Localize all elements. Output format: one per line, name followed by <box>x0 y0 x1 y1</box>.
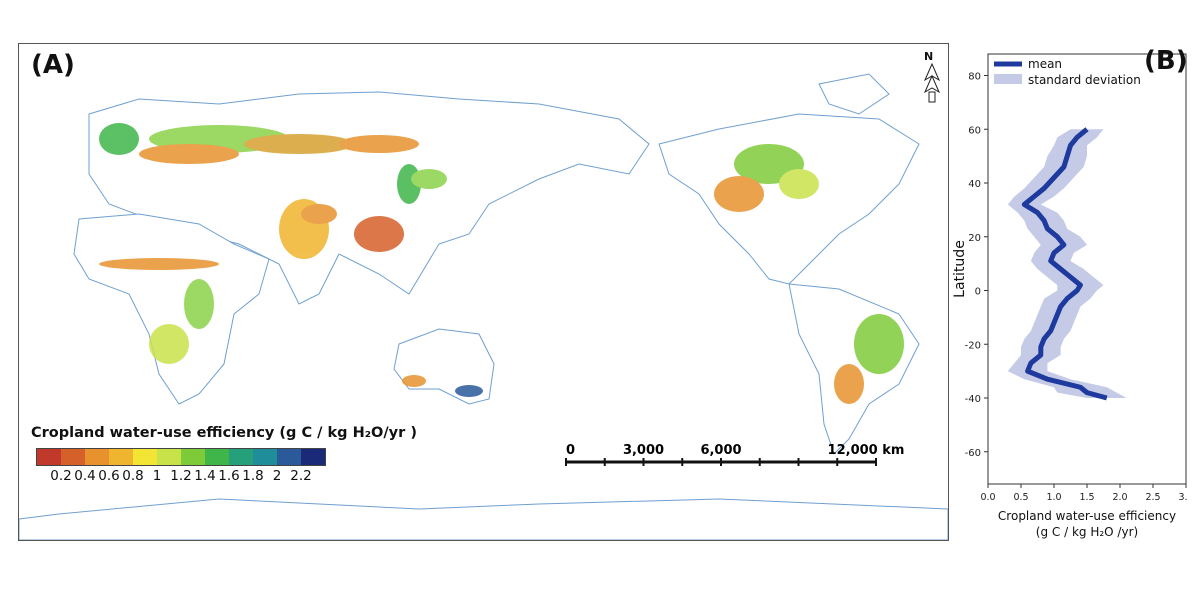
y-tick-label: 0 <box>975 287 981 298</box>
scale-bar-label: 3,000 <box>623 443 664 458</box>
x-tick-label: 0.5 <box>1013 492 1028 503</box>
cropland-patches <box>99 123 904 404</box>
latitude-profile-chart: 80 60 40 20 0 -20 -40 -60 0.0 0.5 1.0 1.5 2.0 2.5 3.0 L… <box>952 53 1188 539</box>
y-tick-label: -60 <box>965 448 981 459</box>
scale-bar-label: 6,000 <box>700 443 741 458</box>
legend-swatch <box>253 449 277 465</box>
scale-bar: 0 3,000 6,000 12,000 km <box>565 443 905 466</box>
legend-tick-label: 0.4 <box>74 468 96 484</box>
legend-swatch <box>61 449 85 465</box>
legend-tick-label: 1.8 <box>242 468 264 484</box>
y-tick-label: 40 <box>968 179 981 190</box>
scale-bar-label: 12,000 km <box>828 443 905 458</box>
greenland-landmass <box>818 73 890 115</box>
y-tick-label: 80 <box>968 72 981 83</box>
x-axis-label: Cropland water-use efficiency <box>998 509 1176 523</box>
legend-tick-label: 1.6 <box>218 468 240 484</box>
legend-swatch <box>157 449 181 465</box>
legend-swatch <box>109 449 133 465</box>
legend-colorbar <box>36 448 326 466</box>
y-tick-label: 60 <box>968 125 981 136</box>
legend-swatch <box>37 449 61 465</box>
mean-line <box>1021 127 1108 401</box>
latitude-profile-panel: 80 60 40 20 0 -20 -40 -60 0.0 0.5 1.0 1.5 2.0 2.5 3.0 L… <box>948 36 1188 556</box>
x-tick-label: 3.0 <box>1178 492 1188 503</box>
legend-tick-label: 1 <box>152 468 162 484</box>
legend-swatch <box>301 449 325 465</box>
x-tick-label: 2.0 <box>1112 492 1127 503</box>
legend-swatch <box>181 449 205 465</box>
legend-title: Cropland water-use efficiency (g C / kg … <box>31 425 417 441</box>
legend-tick-labels: 0.2 0.4 0.6 0.8 1 1.2 1.4 1.6 1.8 2 2.2 <box>36 468 376 484</box>
legend-sd-label: standard deviation <box>1028 73 1141 87</box>
legend-swatch <box>133 449 157 465</box>
plot-frame <box>987 53 1187 485</box>
scale-bar-label: 0 <box>566 443 575 458</box>
north-label: N <box>924 50 934 63</box>
x-tick-label: 1.5 <box>1079 492 1094 503</box>
legend-mean-label: mean <box>1028 57 1062 71</box>
antarctica-landmass <box>19 498 948 540</box>
legend-tick-label: 1.4 <box>194 468 216 484</box>
x-axis-label-units: (g C / kg H₂O /yr) <box>1036 525 1138 539</box>
legend-tick-label: 2 <box>272 468 282 484</box>
legend-swatch <box>205 449 229 465</box>
map-panel: (A) N Cropland water-use efficiency (g C… <box>18 43 949 541</box>
panel-b-label: (B) <box>1144 46 1188 76</box>
legend-swatch <box>277 449 301 465</box>
x-tick-label: 1.0 <box>1046 492 1061 503</box>
y-tick-label: -20 <box>965 340 981 351</box>
x-tick-label: 0.0 <box>980 492 995 503</box>
legend-swatch <box>229 449 253 465</box>
y-tick-label: -40 <box>965 394 981 405</box>
x-tick-label: 2.5 <box>1145 492 1160 503</box>
y-axis-label: Latitude <box>952 240 968 298</box>
legend-tick-label: 0.2 <box>50 468 72 484</box>
north-arrow-icon <box>923 62 941 103</box>
legend-tick-label: 2.2 <box>290 468 312 484</box>
legend-tick-label: 0.8 <box>122 468 144 484</box>
legend-sd-swatch <box>994 74 1022 84</box>
panel-a-label: (A) <box>31 50 75 80</box>
y-tick-label: 20 <box>968 233 981 244</box>
legend-tick-label: 0.6 <box>98 468 120 484</box>
legend-tick-label: 1.2 <box>170 468 192 484</box>
north-america-landmass <box>658 113 920 285</box>
legend-swatch <box>85 449 109 465</box>
world-map <box>19 73 948 540</box>
